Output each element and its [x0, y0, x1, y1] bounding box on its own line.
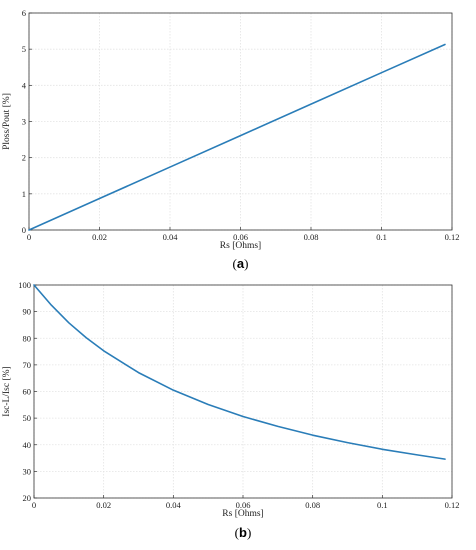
series-line	[33, 284, 446, 460]
x-axis-label: Rs [Ohms]	[222, 509, 263, 519]
series-line	[28, 43, 446, 231]
y-tick-label: 30	[23, 466, 32, 476]
x-axis-label: Rs [Ohms]	[220, 241, 261, 251]
y-tick-label: 60	[23, 387, 32, 397]
y-tick-label: 6	[22, 8, 26, 18]
y-tick-label: 80	[23, 333, 32, 343]
x-tick-label: 0.04	[166, 500, 182, 510]
y-tick-label: 5	[22, 44, 26, 54]
y-tick-label: 1	[22, 189, 26, 199]
chart-caption: (b)	[235, 525, 252, 540]
y-axis-label: Isc-L/Isc [%]	[2, 366, 12, 416]
x-tick-label: 0.12	[445, 232, 460, 242]
y-tick-label: 50	[23, 413, 32, 423]
y-tick-label: 3	[22, 117, 26, 127]
x-tick-label: 0.08	[304, 232, 319, 242]
x-tick-label: 0.06	[233, 232, 248, 242]
x-tick-label: 0.02	[92, 232, 107, 242]
chart-b: 0 0.02 0.04 0.06 0.08 0.1 0.12 20 30 40 50 60 70 80 90…	[2, 280, 459, 540]
x-tick-label: 0.1	[376, 232, 387, 242]
x-tick-label: 0.04	[163, 232, 179, 242]
chart-a: 0 0.02 0.04 0.06 0.08 0.1 0.12 0 1 2 3 4 5 6 Rs [Ohms]…	[2, 8, 459, 271]
y-axis-label: Ploss/Pout [%]	[2, 93, 12, 150]
x-tick-label: 0	[32, 500, 36, 510]
y-tick-label: 20	[23, 493, 32, 503]
y-tick-label: 40	[23, 440, 32, 450]
x-tick-label: 0.12	[445, 500, 460, 510]
x-tick-label: 0.06	[236, 500, 251, 510]
x-tick-label: 0.02	[96, 500, 111, 510]
y-tick-label: 0	[22, 225, 26, 235]
x-tick-label: 0	[27, 232, 31, 242]
chart-caption: (a)	[233, 256, 249, 271]
x-tick-label: 0.1	[377, 500, 388, 510]
y-tick-label: 90	[23, 307, 32, 317]
y-tick-label: 2	[22, 153, 26, 163]
y-tick-label: 4	[22, 80, 27, 90]
y-tick-label: 70	[23, 360, 32, 370]
y-tick-label: 100	[18, 280, 31, 290]
x-tick-label: 0.08	[305, 500, 320, 510]
